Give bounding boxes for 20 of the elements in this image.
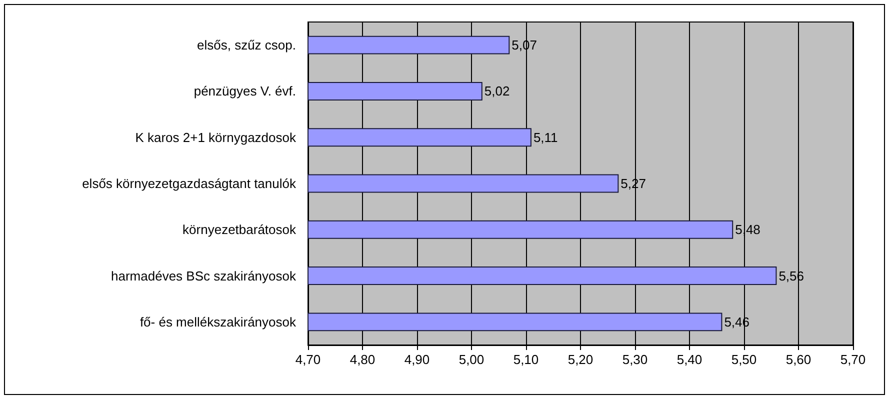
x-tick-label: 4,80: [350, 352, 376, 367]
y-tick-label: elsős környezetgazdaságtant tanulók: [82, 176, 296, 191]
x-tick-label: 5,70: [840, 352, 866, 367]
x-tick-label: 5,60: [786, 352, 812, 367]
y-tick-label: fő- és mellékszakirányosok: [140, 314, 296, 330]
data-label: 5,02: [484, 84, 510, 99]
x-tick-label: 4,90: [404, 352, 430, 367]
x-tick-label: 4,70: [295, 352, 321, 367]
y-tick-label: harmadéves BSc szakirányosok: [111, 268, 296, 284]
y-tick-label: pénzügyes V. évf.: [194, 84, 296, 99]
x-tick-label: 5,10: [513, 352, 539, 367]
x-tick-label: 5,20: [568, 352, 594, 367]
x-tick-label: 5,30: [622, 352, 648, 367]
data-label: 5,11: [533, 130, 558, 145]
y-tick-label: környezetbarátosok: [182, 222, 296, 238]
x-tick-label: 5,00: [458, 352, 484, 367]
y-tick-label: K karos 2+1 környgazdosok: [135, 130, 296, 145]
x-tick-label: 5,50: [731, 352, 757, 367]
x-tick-label: 5,40: [676, 352, 702, 367]
y-tick-label: elsős, szűz csop.: [197, 38, 296, 53]
